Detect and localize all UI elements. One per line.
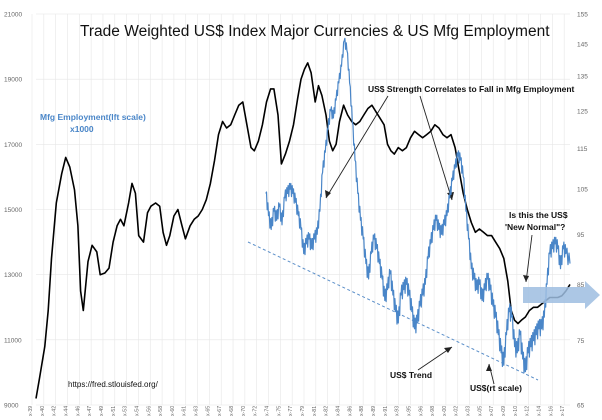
x-tick-label: x-44 (63, 406, 69, 416)
right-tick-label: 75 (577, 338, 585, 345)
left-tick-label: 21000 (4, 12, 22, 19)
x-tick-label: x-02 (454, 406, 460, 416)
annotation-usd-trend: US$ Trend (390, 370, 432, 380)
x-tick-label: x-61 (182, 406, 188, 416)
x-tick-label: x-70 (241, 406, 247, 416)
x-tick-label: x-53 (123, 406, 129, 416)
right-tick-label: 145 (577, 42, 588, 49)
x-tick-label: x-17 (560, 406, 566, 416)
x-tick-label: x-93 (395, 406, 401, 416)
left-tick-label: 17000 (4, 142, 22, 149)
left-series-label: Mfg Employment(lft scale) (40, 112, 146, 122)
left-tick-label: 13000 (4, 272, 22, 279)
x-tick-label: x-40 (40, 406, 46, 416)
x-tick-label: x-10 (513, 406, 519, 416)
x-tick-label: x-89 (371, 406, 377, 416)
source-link[interactable]: https://fred.stlouisfed.org/ (68, 380, 159, 389)
x-tick-label: x-16 (548, 406, 554, 416)
x-tick-label: x-67 (217, 406, 223, 416)
x-tick-label: x-51 (111, 406, 117, 416)
x-tick-label: x-58 (158, 406, 164, 416)
x-tick-label: x-00 (442, 406, 448, 416)
series-mfg-employment (35, 62, 571, 399)
left-axis-ticks: 9000 11000 13000 15000 17000 19000 21000 (4, 12, 22, 410)
arrow-heads (325, 190, 529, 371)
x-tick-label: x-79 (300, 406, 306, 416)
x-tick-label: x-65 (205, 406, 211, 416)
x-tick-label: x-03 (466, 406, 472, 416)
x-tick-label: x-54 (134, 406, 140, 416)
right-tick-label: 115 (577, 146, 588, 153)
annotation-new-normal-line2: 'New Normal"? (505, 222, 565, 232)
x-tick-label: x-68 (229, 406, 235, 416)
right-tick-label: 135 (577, 74, 588, 81)
x-tick-label: x-07 (489, 406, 495, 416)
left-tick-label: 11000 (4, 337, 22, 344)
right-tick-label: 85 (577, 282, 585, 289)
x-tick-label: x-46 (75, 406, 81, 416)
x-tick-label: x-12 (525, 406, 531, 416)
x-tick-label: x-95 (406, 406, 412, 416)
left-tick-label: 15000 (4, 207, 22, 214)
right-axis-ticks: 65 75 85 95 105 115 125 135 145 155 (577, 12, 588, 410)
left-series-unit: x1000 (70, 124, 94, 134)
right-tick-label: 125 (577, 108, 588, 115)
right-tick-label: 65 (577, 403, 585, 410)
x-tick-label: x-39 (28, 406, 34, 416)
x-tick-label: x-63 (194, 406, 200, 416)
x-tick-label: x-82 (324, 406, 330, 416)
x-tick-label: x-91 (383, 406, 389, 416)
x-tick-label: x-75 (276, 406, 282, 416)
x-tick-label: x-09 (501, 406, 507, 416)
x-tick-label: x-47 (87, 406, 93, 416)
x-tick-label: x-60 (170, 406, 176, 416)
annotation-correlation: US$ Strength Correlates to Fall in Mfg E… (368, 84, 575, 94)
annotation-usd-series: US$(rt scale) (470, 383, 522, 393)
x-tick-label: x-14 (537, 406, 543, 416)
x-tick-label: x-42 (52, 406, 58, 416)
x-tick-label: x-74 (265, 406, 271, 416)
x-tick-label: x-77 (288, 406, 294, 416)
annotation-new-normal-line1: Is this the US$ (509, 210, 568, 220)
new-normal-arrow (523, 281, 600, 309)
right-tick-label: 105 (577, 187, 588, 194)
x-tick-label: x-88 (359, 406, 365, 416)
x-tick-label: x-81 (312, 406, 318, 416)
gridlines (31, 13, 570, 406)
x-axis-ticks: x-39 x-40 x-42 x-44 x-46 x-47 x-49 x-51 x-53 x-54… (28, 406, 566, 416)
right-tick-label: 95 (577, 232, 585, 239)
x-tick-label: x-72 (253, 406, 259, 416)
series-usd-index (265, 37, 571, 374)
x-tick-label: x-05 (477, 406, 483, 416)
left-tick-label: 9000 (4, 403, 19, 410)
chart-title: Trade Weighted US$ Index Major Currencie… (80, 23, 550, 40)
arrow-to-new-normal (525, 234, 533, 283)
x-tick-label: x-98 (430, 406, 436, 416)
trend-line (247, 241, 539, 381)
arrow-to-2001-peak (419, 95, 453, 201)
right-tick-label: 155 (577, 12, 588, 19)
x-tick-label: x-56 (146, 406, 152, 416)
x-tick-label: x-49 (99, 406, 105, 416)
left-tick-label: 19000 (4, 77, 22, 84)
x-tick-label: x-84 (335, 406, 341, 416)
x-tick-label: x-86 (347, 406, 353, 416)
x-tick-label: x-96 (418, 406, 424, 416)
